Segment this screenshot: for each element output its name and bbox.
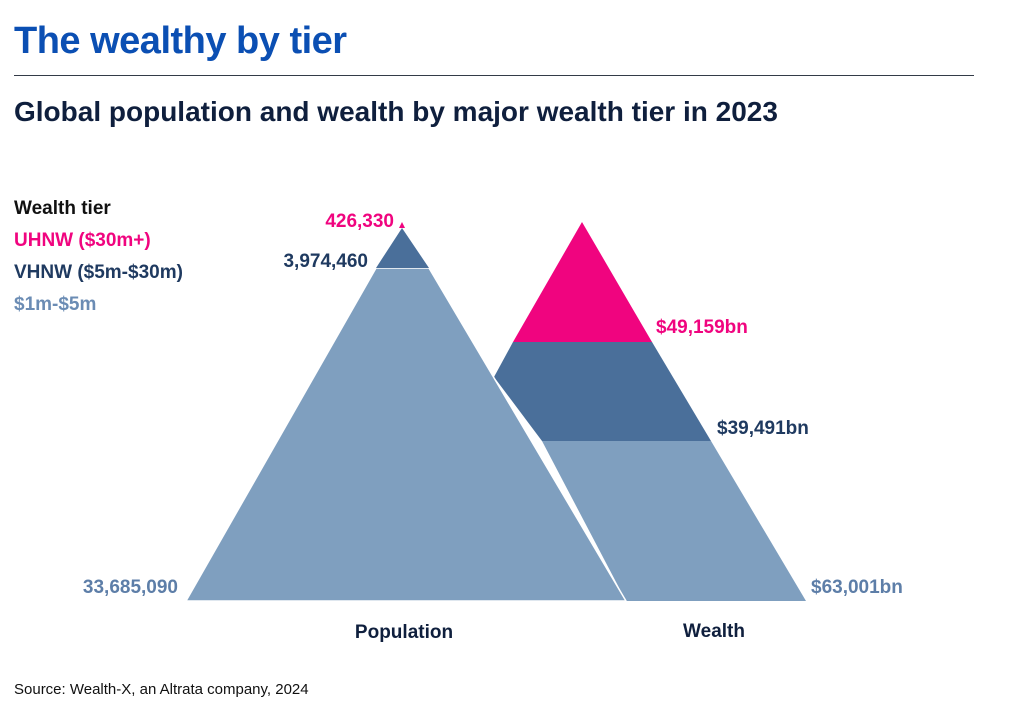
legend: Wealth tier UHNW ($30m+) VHNW ($5m-$30m)… — [14, 198, 183, 326]
page-title: The wealthy by tier — [14, 20, 347, 62]
wealth-pyramid — [494, 222, 806, 601]
source-note: Source: Wealth-X, an Altrata company, 20… — [14, 681, 309, 698]
population-pyramid — [185, 222, 627, 602]
population-vhnw-value: 3,974,460 — [283, 251, 368, 272]
population-uhnw-segment — [399, 222, 405, 228]
legend-title: Wealth tier — [14, 198, 111, 219]
wealth-vhnw-segment — [494, 342, 711, 441]
population-uhnw-value: 426,330 — [325, 211, 394, 232]
wealth-vhnw-value: $39,491bn — [717, 418, 809, 439]
population-axis-label: Population — [355, 622, 453, 643]
chart-subtitle: Global population and wealth by major we… — [14, 96, 778, 127]
legend-item-vhnw: VHNW ($5m-$30m) — [14, 262, 183, 283]
wealth-uhnw-value: $49,159bn — [656, 317, 748, 338]
wealth-core-segment — [542, 441, 806, 601]
population-vhnw-segment — [376, 228, 429, 268]
legend-item-uhnw: UHNW ($30m+) — [14, 230, 151, 251]
wealth-axis-label: Wealth — [683, 621, 745, 642]
population-core-value: 33,685,090 — [83, 577, 178, 598]
wealth-uhnw-segment — [513, 222, 652, 342]
legend-item-core: $1m-$5m — [14, 294, 97, 315]
wealth-core-value: $63,001bn — [811, 577, 903, 598]
title-divider — [14, 75, 974, 76]
